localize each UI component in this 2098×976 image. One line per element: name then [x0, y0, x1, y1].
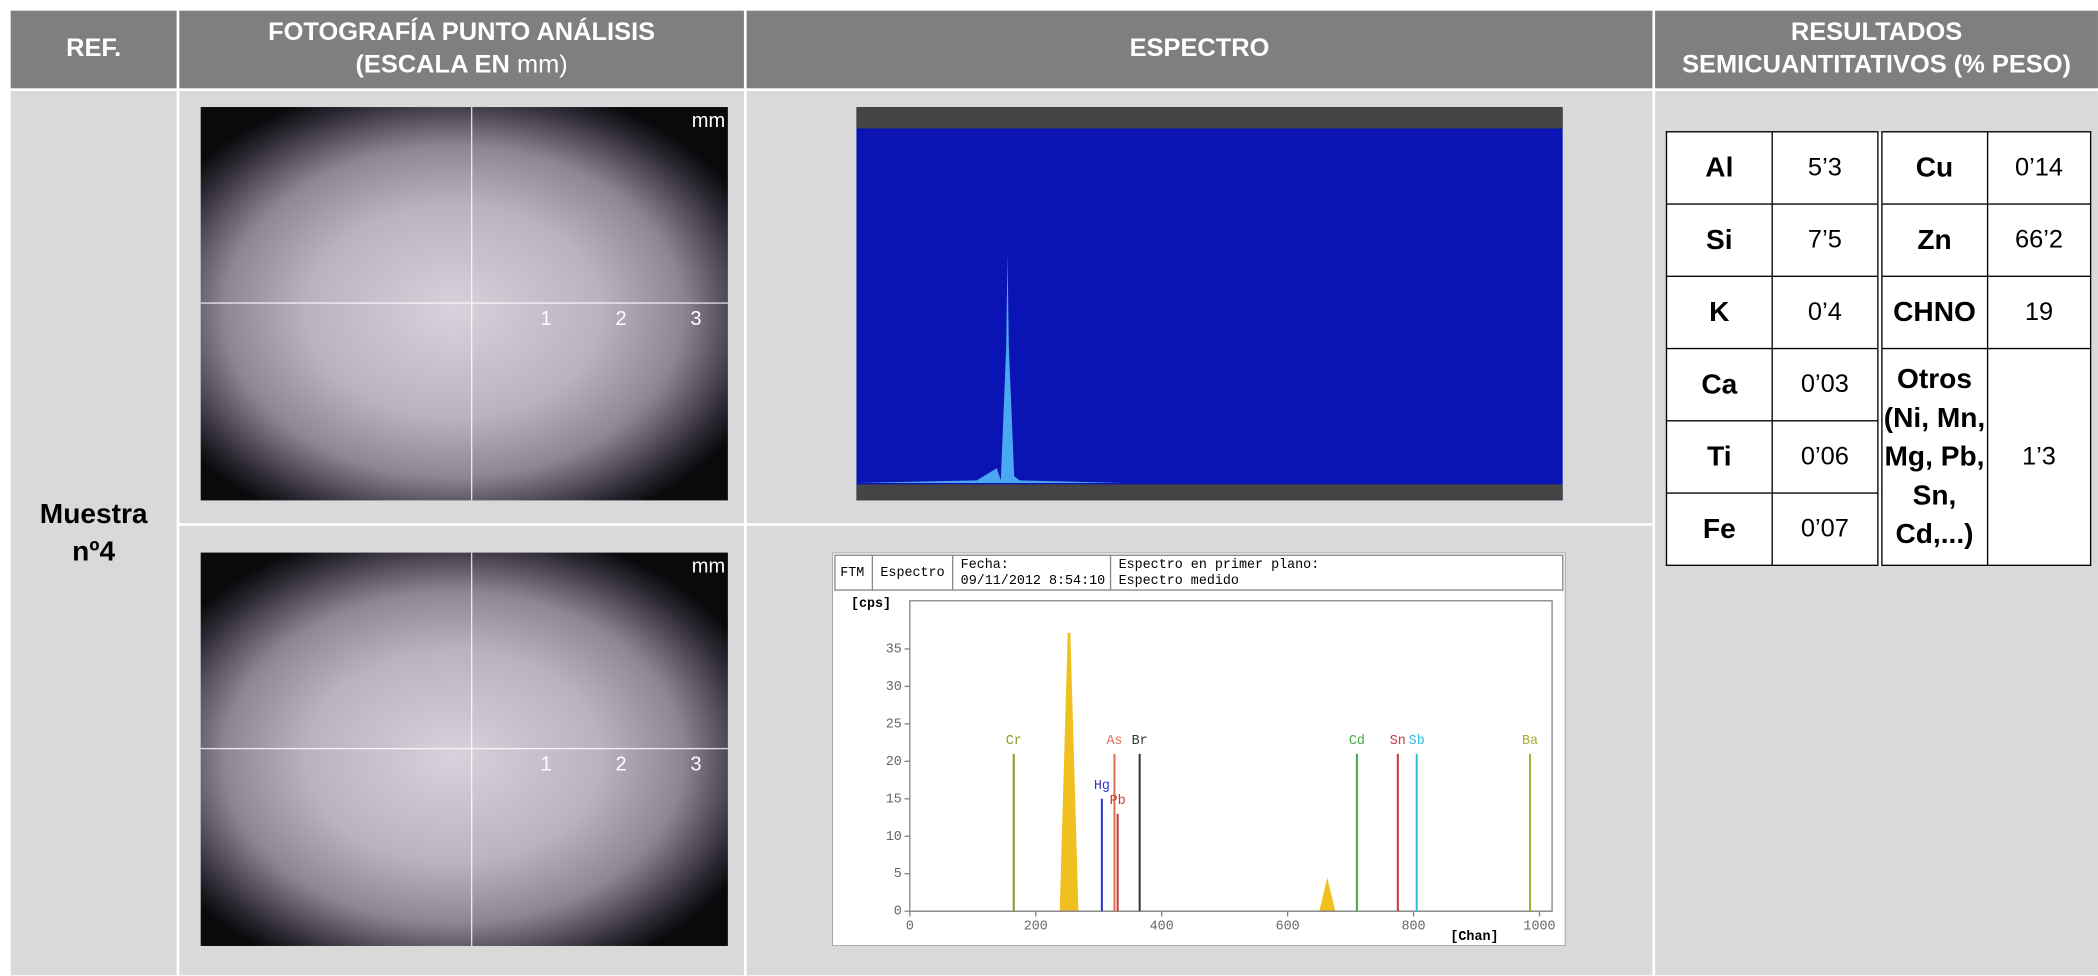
photo-unit: mm — [691, 555, 726, 579]
percent: 66’2 — [1986, 203, 2092, 277]
element: Ca — [1665, 347, 1773, 422]
header-label: FTM — [840, 566, 864, 581]
header-text: FOTOGRAFÍA PUNTO ANÁLISIS — [268, 18, 656, 47]
header-results: RESULTADOS SEMICUANTITATIVOS (% PESO) — [1655, 10, 2098, 89]
x-tick-label: 600 — [1276, 919, 1300, 934]
peak-label: Pb — [1110, 794, 1126, 809]
spectrum-cell — [746, 90, 1653, 524]
element: Fe — [1665, 492, 1773, 566]
scale-label: 3 — [690, 753, 702, 777]
crosshair — [470, 107, 473, 501]
y-tick-label: 15 — [886, 792, 902, 807]
header-text: ESPECTRO — [1129, 34, 1270, 63]
header-label: Fecha: — [961, 558, 1009, 573]
peak-label: Ba — [1522, 734, 1538, 749]
percent: 0’14 — [1986, 131, 2092, 205]
peak-label: As — [1106, 734, 1122, 749]
y-tick-label: 30 — [886, 680, 902, 695]
percent: 0’4 — [1771, 275, 1881, 350]
y-tick-label: 25 — [886, 717, 902, 732]
x-unit: [Chan] — [1450, 930, 1498, 945]
crosshair — [470, 552, 473, 946]
header-text: mm) — [516, 50, 568, 79]
header-photo: FOTOGRAFÍA PUNTO ANÁLISIS (ESCALA EN mm) — [179, 10, 744, 89]
element: Otros (Ni, Mn, Mg, Pb, Sn, Cd,...) — [1876, 347, 1989, 566]
y-tick-label: 0 — [894, 905, 902, 920]
spectrum-frame — [832, 552, 1566, 946]
results-table: Al 5’3 Cu 0’14 Si 7’5 Zn 66’2 K 0’4 CHNO 19 Ca 0’0… — [1665, 131, 2092, 566]
x-tick-label: 0 — [906, 919, 914, 934]
peak-label: Hg — [1094, 779, 1110, 794]
percent: 0’07 — [1771, 492, 1881, 566]
y-unit: [cps] — [851, 597, 891, 612]
y-tick-label: 35 — [886, 642, 902, 657]
header-ref: REF. — [10, 10, 177, 89]
element: Cu — [1876, 131, 1989, 205]
header-text: REF. — [66, 34, 122, 63]
x-tick-label: 200 — [1024, 919, 1048, 934]
percent: 5’3 — [1771, 131, 1881, 205]
element: Al — [1665, 131, 1773, 205]
scale-label: 1 — [540, 307, 552, 331]
header-text: SEMICUANTITATIVOS (% PESO) — [1682, 50, 2071, 79]
peak-label: Sn — [1390, 734, 1406, 749]
sample-cell: Muestra nº4 — [10, 90, 177, 976]
scale-label: 2 — [615, 307, 627, 331]
header-label: Espectro medido — [1119, 574, 1239, 589]
spectrum-peak — [1059, 632, 1079, 912]
header-text: (ESCALA EN — [355, 50, 510, 79]
scale-label: 2 — [615, 753, 627, 777]
spectrum-bg — [856, 107, 1563, 501]
header-label: Espectro — [880, 566, 944, 581]
photo-cell: mm 1 2 3 — [179, 90, 744, 524]
peak-label: Sb — [1409, 734, 1425, 749]
x-tick-label: 1000 — [1523, 919, 1555, 934]
spectrum-toolbar — [856, 107, 1563, 129]
header-text: RESULTADOS — [1790, 18, 1963, 47]
photo: mm 1 2 3 — [200, 107, 728, 501]
crosshair — [200, 302, 728, 304]
scale-label: 1 — [540, 753, 552, 777]
header-label: 09/11/2012 8:54:10 — [961, 574, 1105, 589]
spectrum-image — [856, 107, 1563, 501]
peak-label: Br — [1132, 734, 1148, 749]
percent: 7’5 — [1771, 203, 1881, 277]
header-spectrum: ESPECTRO — [746, 10, 1653, 89]
percent: 1’3 — [1986, 347, 2092, 566]
scale-label: 3 — [690, 307, 702, 331]
spectrum-cell: FTM Espectro Fecha: 09/11/2012 8:54:10 E… — [746, 525, 1653, 976]
element: K — [1665, 275, 1773, 350]
header-text: (ESCALA EN mm) — [355, 50, 567, 82]
spectrum-peak — [1319, 877, 1336, 912]
y-tick-label: 5 — [894, 867, 902, 882]
header-label: Espectro en primer plano: — [1119, 558, 1320, 573]
peak-label: Cr — [1006, 734, 1022, 749]
percent: 0’03 — [1771, 347, 1881, 422]
peak-label: Cd — [1349, 734, 1365, 749]
element: Si — [1665, 203, 1773, 277]
y-tick-label: 10 — [886, 830, 902, 845]
element: Ti — [1665, 420, 1773, 494]
photo-unit: mm — [691, 109, 726, 133]
photo-cell: mm 1 2 3 — [179, 525, 744, 976]
spectrum-statusbar — [856, 484, 1563, 501]
photo: mm 1 2 3 — [200, 552, 728, 946]
x-tick-label: 800 — [1402, 919, 1426, 934]
y-tick-label: 20 — [886, 755, 902, 770]
element: Zn — [1876, 203, 1989, 277]
crosshair — [200, 747, 728, 750]
sample-label: Muestra nº4 — [39, 498, 148, 567]
percent: 19 — [1986, 275, 2092, 350]
x-tick-label: 400 — [1150, 919, 1174, 934]
spectrum-header — [834, 554, 1564, 591]
element: CHNO — [1876, 275, 1989, 350]
spectrum-chart: FTM Espectro Fecha: 09/11/2012 8:54:10 E… — [832, 552, 1566, 946]
percent: 0’06 — [1771, 420, 1881, 494]
